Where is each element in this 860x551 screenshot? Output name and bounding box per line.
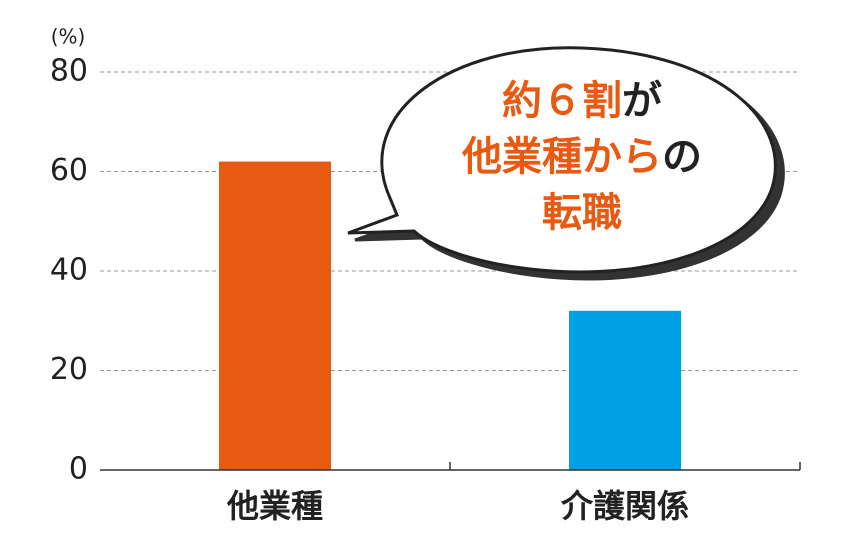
bubble-segment: が bbox=[622, 78, 662, 124]
bubble-segment: 転職 bbox=[542, 190, 622, 236]
bar bbox=[219, 161, 331, 471]
bubble-line: 転職 bbox=[542, 190, 622, 236]
bubble-line: 約６割が bbox=[502, 78, 662, 124]
x-tick-label: 他業種 bbox=[226, 487, 323, 525]
y-tick-label: 80 bbox=[50, 54, 88, 89]
bubble-segment: 約６割 bbox=[502, 78, 622, 124]
bubble-segment: の bbox=[662, 134, 702, 180]
y-tick-label: 40 bbox=[50, 253, 88, 288]
x-tick-label: 介護関係 bbox=[560, 487, 689, 525]
y-tick-label: 60 bbox=[50, 153, 88, 188]
y-tick-label: 20 bbox=[50, 352, 88, 387]
bar bbox=[569, 310, 681, 470]
bubble-segment: 他業種から bbox=[461, 134, 662, 180]
y-tick-label: 0 bbox=[69, 452, 88, 487]
bubble-line: 他業種からの bbox=[461, 134, 702, 180]
y-unit: (%) bbox=[51, 25, 86, 49]
